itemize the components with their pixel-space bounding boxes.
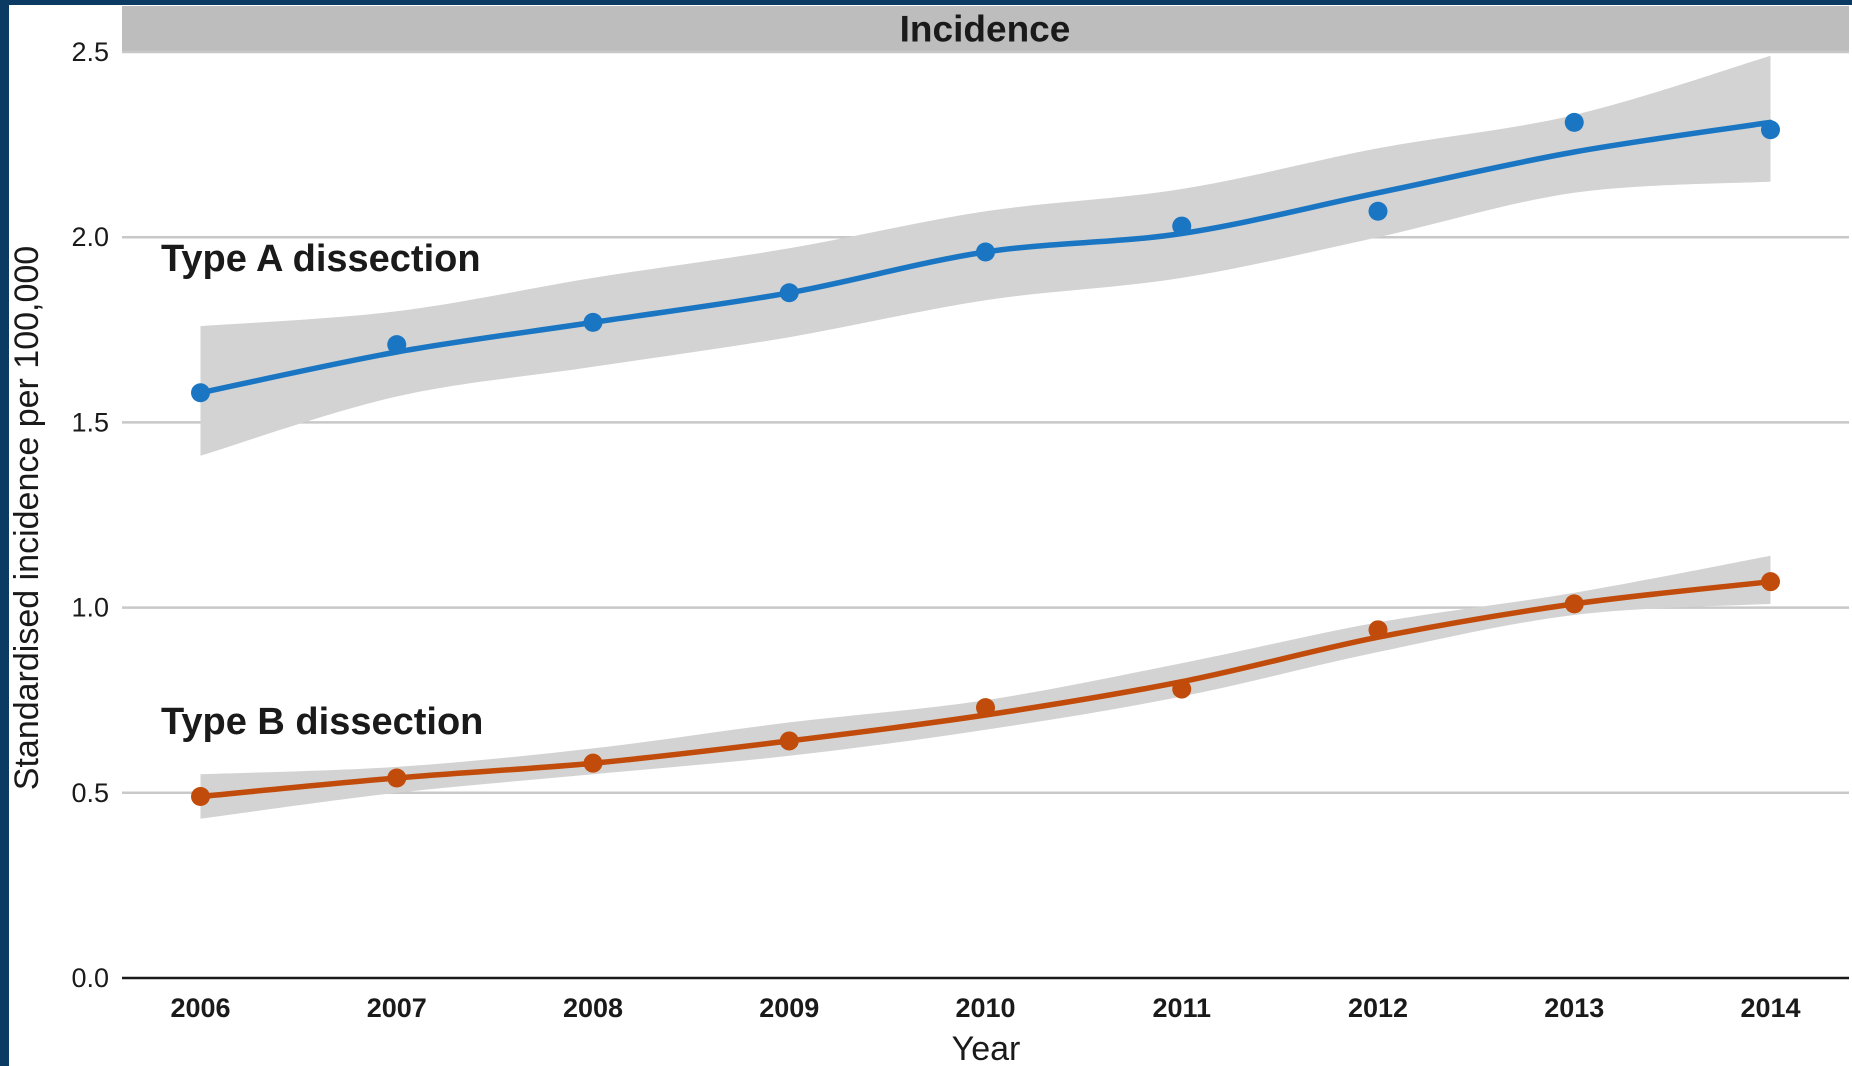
x-axis-title: Year bbox=[952, 1030, 1021, 1066]
data-point bbox=[1172, 216, 1192, 236]
confidence-band bbox=[200, 555, 1771, 819]
y-tick-label: 2.0 bbox=[71, 222, 109, 252]
x-tick-label: 2008 bbox=[563, 993, 623, 1023]
data-point bbox=[1368, 201, 1388, 221]
data-point bbox=[1564, 112, 1584, 132]
data-point bbox=[976, 242, 995, 262]
facet-strip bbox=[122, 6, 1849, 52]
data-point bbox=[976, 698, 995, 718]
chart-frame: Incidence 0.0 0.5 1.0 1.5 2.0 2.5 2006 2007 2008… bbox=[9, 5, 1852, 1066]
y-tick-label: 1.0 bbox=[71, 593, 109, 623]
data-point bbox=[1761, 572, 1780, 592]
data-point bbox=[583, 312, 603, 332]
data-point bbox=[1172, 679, 1192, 699]
data-point bbox=[1564, 594, 1584, 614]
x-tick-label: 2007 bbox=[367, 993, 427, 1023]
y-tick-label: 2.5 bbox=[71, 37, 109, 67]
data-point bbox=[191, 787, 210, 807]
data-point bbox=[779, 283, 799, 303]
y-tick-label: 1.5 bbox=[71, 407, 109, 437]
y-tick-label: 0.5 bbox=[71, 778, 109, 808]
x-tick-label: 2011 bbox=[1152, 993, 1211, 1023]
incidence-chart: Incidence 0.0 0.5 1.0 1.5 2.0 2.5 2006 2007 2008… bbox=[9, 6, 1849, 1066]
x-tick-label: 2006 bbox=[170, 993, 230, 1023]
data-point bbox=[1761, 120, 1780, 140]
x-tick-label: 2012 bbox=[1348, 993, 1408, 1023]
y-axis-title: Standardised incidence per 100,000 bbox=[9, 246, 46, 790]
data-point bbox=[1368, 620, 1388, 640]
data-point bbox=[387, 768, 407, 788]
data-point bbox=[387, 335, 407, 355]
data-point bbox=[191, 383, 210, 403]
series-label: Type B dissection bbox=[161, 701, 483, 743]
chart-title: Incidence bbox=[900, 9, 1071, 50]
x-tick-label: 2009 bbox=[759, 993, 819, 1023]
x-tick-label: 2010 bbox=[955, 993, 1015, 1023]
data-point bbox=[779, 731, 799, 751]
x-tick-label: 2013 bbox=[1544, 993, 1604, 1023]
series-label: Type A dissection bbox=[161, 238, 481, 280]
y-tick-label: 0.0 bbox=[71, 963, 109, 993]
data-point bbox=[583, 753, 603, 773]
x-tick-label: 2014 bbox=[1740, 993, 1800, 1023]
